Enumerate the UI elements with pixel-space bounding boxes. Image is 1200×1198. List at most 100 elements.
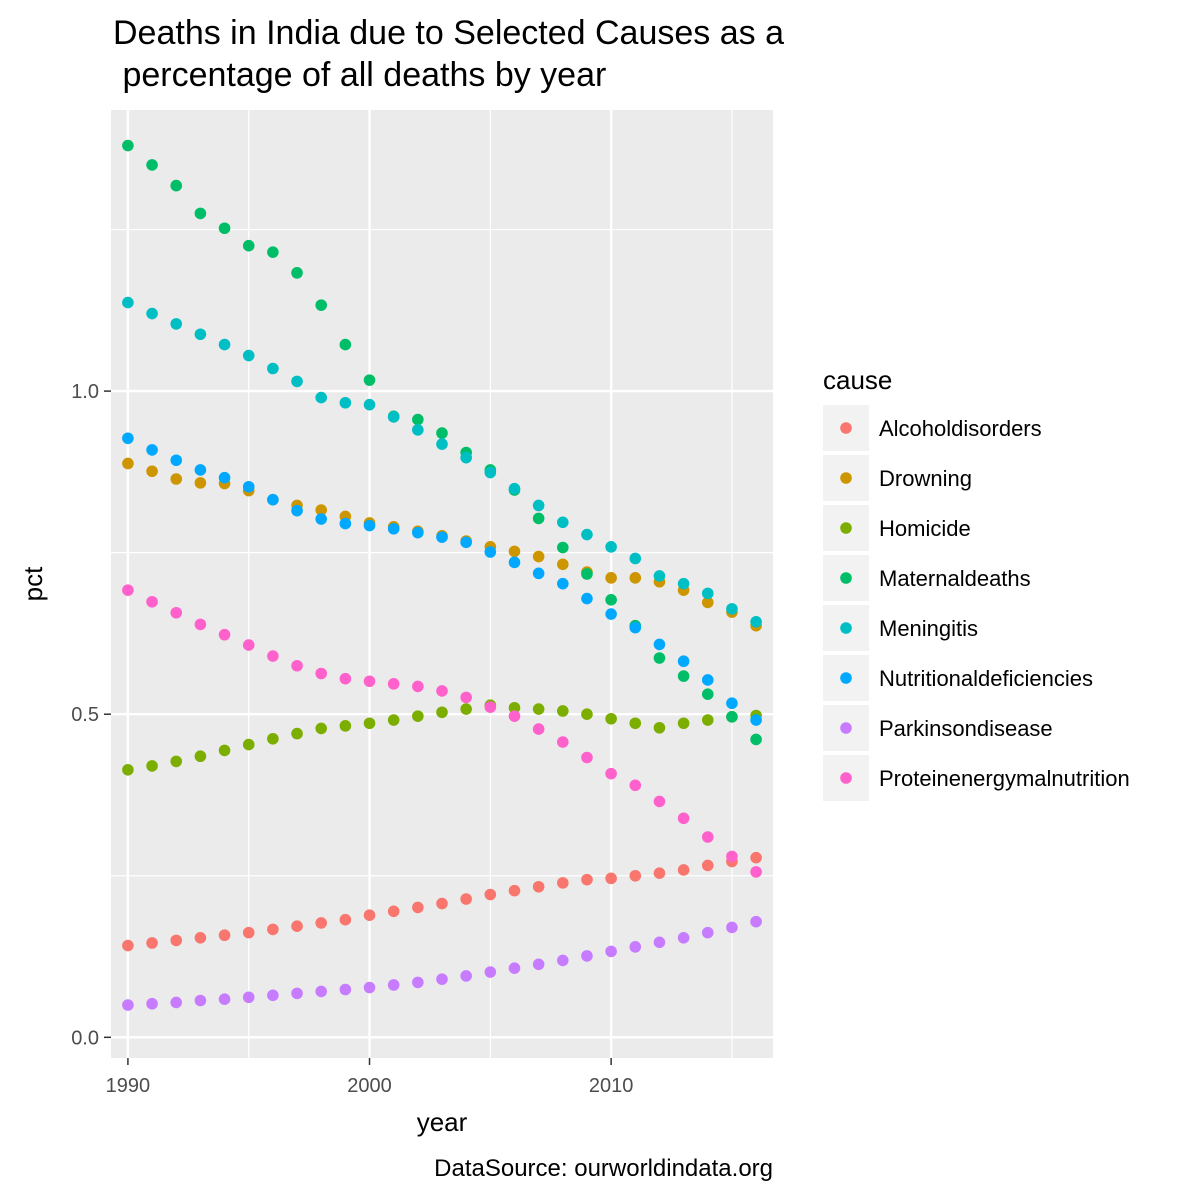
point-Homicide-2010 [605,712,617,725]
legend-marker-Drowning [840,472,852,484]
point-Proteinenergymalnutrition-2008 [557,736,569,748]
point-Parkinsondisease-2001 [387,979,400,991]
point-Alcoholdisorders-2009 [581,873,593,886]
y-tick-label-1: 0.5 [71,704,99,726]
point-Parkinsondisease-2005 [484,966,497,978]
point-Proteinenergymalnutrition-2014 [701,831,714,843]
point-Homicide-1998 [315,722,328,735]
point-Parkinsondisease-2014 [701,926,714,939]
point-Proteinenergymalnutrition-2007 [532,723,545,735]
point-Maternaldeaths-2016 [750,733,762,746]
point-Meningitis-2007 [532,499,545,512]
point-Nutritionaldeficiencies-2007 [532,567,545,580]
point-Alcoholdisorders-2003 [436,897,448,910]
point-Maternaldeaths-1994 [218,222,231,235]
point-Maternaldeaths-2014 [701,688,714,700]
point-Nutritionaldeficiencies-1991 [146,444,158,456]
point-Nutritionaldeficiencies-2005 [484,546,497,558]
point-Homicide-2001 [387,714,400,726]
point-Nutritionaldeficiencies-1992 [170,454,183,467]
point-Proteinenergymalnutrition-1998 [315,667,328,680]
chart-title-line-1: Deaths in India due to Selected Causes a… [113,14,784,52]
legend-label-Proteinenergymalnutrition: Proteinenergymalnutrition [879,766,1130,791]
point-Drowning-2006 [508,545,521,558]
legend-item-Proteinenergymalnutrition: Proteinenergymalnutrition [823,755,1130,801]
point-Alcoholdisorders-2011 [629,869,642,882]
point-Proteinenergymalnutrition-2006 [508,710,521,722]
point-Meningitis-2006 [508,482,521,495]
point-Parkinsondisease-1991 [146,997,158,1010]
point-Alcoholdisorders-2005 [484,888,497,901]
point-Homicide-1995 [242,738,255,751]
point-Alcoholdisorders-2004 [460,893,472,905]
x-tick-label-0: 1990 [106,1075,151,1097]
point-Homicide-1993 [194,750,207,763]
point-Meningitis-2001 [387,411,400,423]
point-Parkinsondisease-2000 [363,981,376,994]
point-Proteinenergymalnutrition-1996 [267,650,279,662]
y-tick-label-2: 1.0 [71,381,99,403]
point-Meningitis-2011 [629,552,642,565]
legend-label-Parkinsondisease: Parkinsondisease [879,716,1053,741]
point-Meningitis-1991 [146,307,158,320]
legend-label-Homicide: Homicide [879,516,971,541]
point-Nutritionaldeficiencies-2012 [653,638,666,651]
point-Maternaldeaths-1998 [315,299,328,311]
point-Nutritionaldeficiencies-1999 [339,517,352,530]
point-Nutritionaldeficiencies-1995 [242,480,255,493]
point-Proteinenergymalnutrition-1995 [242,639,255,651]
point-Maternaldeaths-2010 [605,594,617,606]
point-Meningitis-1995 [242,349,255,362]
point-Maternaldeaths-2002 [412,413,424,426]
point-Meningitis-2002 [412,424,424,436]
point-Parkinsondisease-2015 [726,921,738,934]
legend-label-Maternaldeaths: Maternaldeaths [879,566,1031,591]
point-Nutritionaldeficiencies-2010 [605,608,617,620]
point-Nutritionaldeficiencies-1996 [267,493,279,506]
point-Homicide-2011 [629,717,642,730]
chart-title: Deaths in India due to Selected Causes a… [113,14,784,94]
legend-label-Alcoholdisorders: Alcoholdisorders [879,416,1042,441]
point-Alcoholdisorders-2014 [701,859,714,872]
series-Parkinsondisease [122,915,762,1011]
legend-marker-Meningitis [840,622,852,634]
point-Proteinenergymalnutrition-2013 [677,812,690,825]
point-Homicide-2013 [677,717,690,730]
point-Meningitis-2014 [701,587,714,600]
point-Homicide-2004 [460,703,472,715]
point-Meningitis-2012 [653,570,666,582]
chart-title-line-2: percentage of all deaths by year [113,56,606,94]
point-Parkinsondisease-2007 [532,958,545,971]
point-Nutritionaldeficiencies-1997 [291,504,303,517]
legend-marker-Proteinenergymalnutrition [840,772,852,784]
series-Meningitis [122,296,762,628]
point-Drowning-1993 [194,477,207,489]
point-Parkinsondisease-2009 [581,950,593,962]
point-Maternaldeaths-2009 [581,568,593,580]
point-Meningitis-1990 [122,296,134,309]
chart-caption: DataSource: ourworldindata.org [434,1155,773,1182]
legend-item-Meningitis: Meningitis [823,605,978,651]
point-Parkinsondisease-2002 [412,976,424,989]
point-Proteinenergymalnutrition-1990 [122,584,134,596]
point-Parkinsondisease-2016 [750,915,762,928]
point-Homicide-2008 [557,705,569,717]
point-Meningitis-2016 [750,616,762,628]
point-Alcoholdisorders-1997 [291,920,303,932]
point-Alcoholdisorders-2016 [750,851,762,864]
legend-marker-Nutritionaldeficiencies [840,672,852,684]
point-Meningitis-2013 [677,577,690,590]
point-Maternaldeaths-1997 [291,267,303,279]
point-Nutritionaldeficiencies-2000 [363,519,376,532]
point-Nutritionaldeficiencies-1990 [122,432,134,445]
point-Meningitis-1994 [218,338,231,351]
point-Homicide-2000 [363,717,376,730]
point-Nutritionaldeficiencies-1998 [315,513,328,525]
point-Alcoholdisorders-1991 [146,937,158,949]
point-Meningitis-1993 [194,328,207,341]
x-axis-title: year [417,1107,468,1137]
point-Parkinsondisease-1999 [339,983,352,996]
point-Maternaldeaths-2012 [653,652,666,664]
point-Parkinsondisease-1998 [315,985,328,998]
point-Maternaldeaths-2007 [532,512,545,525]
